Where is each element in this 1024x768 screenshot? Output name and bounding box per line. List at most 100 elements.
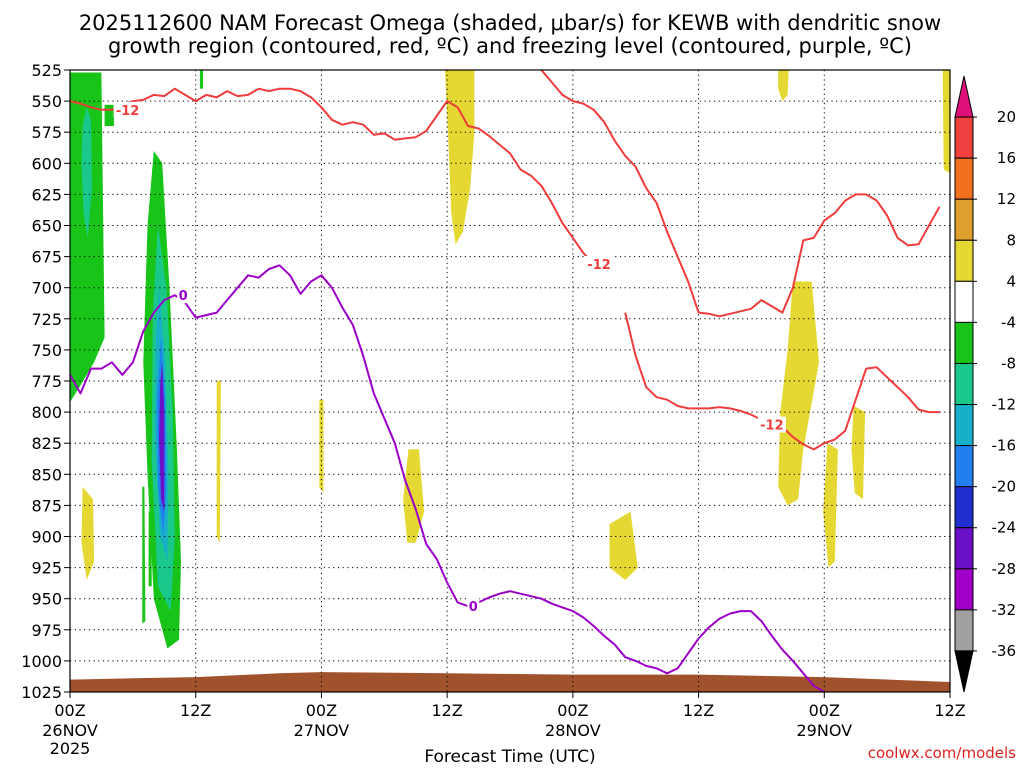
colorbar-swatch-11	[954, 527, 974, 570]
colorbar-swatch-6	[954, 321, 974, 364]
colorbar-swatch-4	[954, 239, 974, 282]
contour-label-bg-4	[467, 598, 480, 615]
plot-area: -12 -12 -12 0 0	[69, 69, 951, 693]
colorbar-swatch-3	[954, 198, 974, 241]
y-tick-label-20: 1025	[21, 683, 62, 702]
x-tick-date-0: 26NOV	[42, 721, 98, 740]
colorbar-swatch-12	[954, 568, 974, 611]
contour-label-0: -12	[116, 104, 140, 119]
chart-title-line-2: growth region (contoured, red, ºC) and f…	[108, 34, 912, 58]
omega-positive-region-5	[823, 443, 838, 568]
y-tick-label-16: 925	[31, 559, 62, 578]
x-tick-label-6: 00Z	[809, 701, 840, 720]
omega-negative-region-0	[70, 72, 105, 403]
colorbar-swatch-8	[954, 404, 974, 447]
y-tick-label-10: 775	[31, 372, 62, 391]
omega-negative-region-2	[81, 107, 92, 238]
colorbar-label-1: 16	[997, 149, 1016, 167]
colorbar-label-8: -16	[992, 437, 1017, 455]
colorbar-label-0: 20	[997, 108, 1016, 126]
colorbar-label-7: -12	[992, 396, 1017, 414]
omega-positive-region-3	[778, 281, 819, 506]
colorbar-label-13: -36	[992, 642, 1017, 660]
y-tick-label-6: 675	[31, 248, 62, 267]
x-tick-label-5: 12Z	[683, 701, 714, 720]
omega-positive-region-1	[778, 70, 789, 102]
colorbar-swatch-9	[954, 445, 974, 488]
y-tick-label-17: 950	[31, 590, 62, 609]
terrain-fill	[70, 672, 950, 692]
colorbar: 20 16 12 8 4 -4 -8 -12 -16 -20 -24 -28 -32 -36	[954, 75, 1017, 693]
omega-positive-region-6	[851, 405, 866, 500]
y-tick-label-8: 725	[31, 310, 62, 329]
omega-negative-region-8	[142, 486, 146, 624]
x-tick-label-2: 00Z	[306, 701, 337, 720]
x-tick-label-7: 12Z	[934, 701, 965, 720]
x-axis-label: Forecast Time (UTC)	[424, 747, 595, 767]
omega-positive-region-4	[609, 511, 638, 580]
y-tick-label-1: 550	[31, 92, 62, 111]
y-tick-label-9: 750	[31, 341, 62, 360]
contour-label-2: -12	[760, 419, 784, 434]
colorbar-label-2: 12	[997, 190, 1016, 208]
omega-negative-region-11	[199, 70, 203, 89]
colorbar-label-10: -24	[992, 519, 1017, 537]
contour-label-bg-0	[113, 101, 142, 118]
colorbar-swatch-1	[954, 116, 974, 159]
colorbar-swatch-2	[954, 157, 974, 200]
contour-label-bg-1	[585, 256, 614, 273]
omega-negative-region-9	[148, 511, 152, 587]
colorbar-label-3: 8	[1006, 231, 1016, 249]
omega-negative-region-1	[104, 104, 114, 126]
contour-label-4: 0	[469, 600, 478, 615]
contour-label-layer: -12 -12 -12 0 0	[113, 101, 786, 615]
y-tick-label-5: 650	[31, 217, 62, 236]
y-tick-label-11: 800	[31, 403, 62, 422]
x-tick-label-0: 00Z	[54, 701, 85, 720]
y-tick-label-19: 1000	[21, 652, 62, 671]
y-tick-label-12: 825	[31, 434, 62, 453]
x-tick-year-0: 2025	[50, 739, 91, 758]
contour-label-bg-3	[177, 287, 190, 304]
contour-line-0	[69, 87, 595, 265]
x-tick-label-1: 12Z	[180, 701, 211, 720]
x-tick-label-3: 12Z	[431, 701, 462, 720]
contour-line-1	[540, 69, 941, 318]
colorbar-label-12: -32	[992, 601, 1017, 619]
omega-positive-region-8	[81, 486, 95, 580]
colorbar-swatch-13	[954, 609, 974, 652]
y-tick-label-15: 900	[31, 528, 62, 547]
omega-positive-region-0	[445, 70, 475, 245]
terrain-layer	[70, 672, 950, 692]
colorbar-swatch-10	[954, 486, 974, 529]
omega-positive-region-2	[942, 70, 950, 174]
colorbar-label-5: -4	[1001, 313, 1016, 331]
x-tick-date-6: 29NOV	[796, 721, 852, 740]
y-tick-label-7: 700	[31, 279, 62, 298]
contour-line-3	[69, 264, 825, 693]
colorbar-label-4: 4	[1006, 272, 1016, 290]
y-tick-label-0: 525	[31, 61, 62, 80]
colorbar-label-11: -28	[992, 560, 1017, 578]
y-tick-label-4: 625	[31, 185, 62, 204]
colorbar-label-6: -8	[1001, 354, 1016, 372]
omega-positive-region-9	[216, 381, 221, 543]
colorbar-label-9: -20	[992, 478, 1017, 496]
x-tick-label-4: 00Z	[557, 701, 588, 720]
colorbar-swatch-7	[954, 362, 974, 406]
colorbar-bottom-arrow	[954, 650, 974, 693]
chart-title-line-1: 2025112600 NAM Forecast Omega (shaded, μ…	[79, 11, 941, 35]
omega-shading-layer	[70, 70, 950, 649]
y-tick-label-2: 575	[31, 123, 62, 142]
y-axis: 525 550 575 600 625 650 675 700 725 750 775 800 825 8…	[21, 61, 70, 702]
x-tick-date-2: 27NOV	[294, 721, 350, 740]
contour-label-bg-2	[757, 416, 786, 433]
contour-label-1: -12	[587, 258, 611, 273]
colorbar-top-arrow	[954, 75, 974, 118]
y-tick-label-14: 875	[31, 496, 62, 515]
colorbar-swatch-5	[954, 280, 974, 323]
grid-layer	[70, 70, 950, 692]
y-tick-label-3: 600	[31, 154, 62, 173]
